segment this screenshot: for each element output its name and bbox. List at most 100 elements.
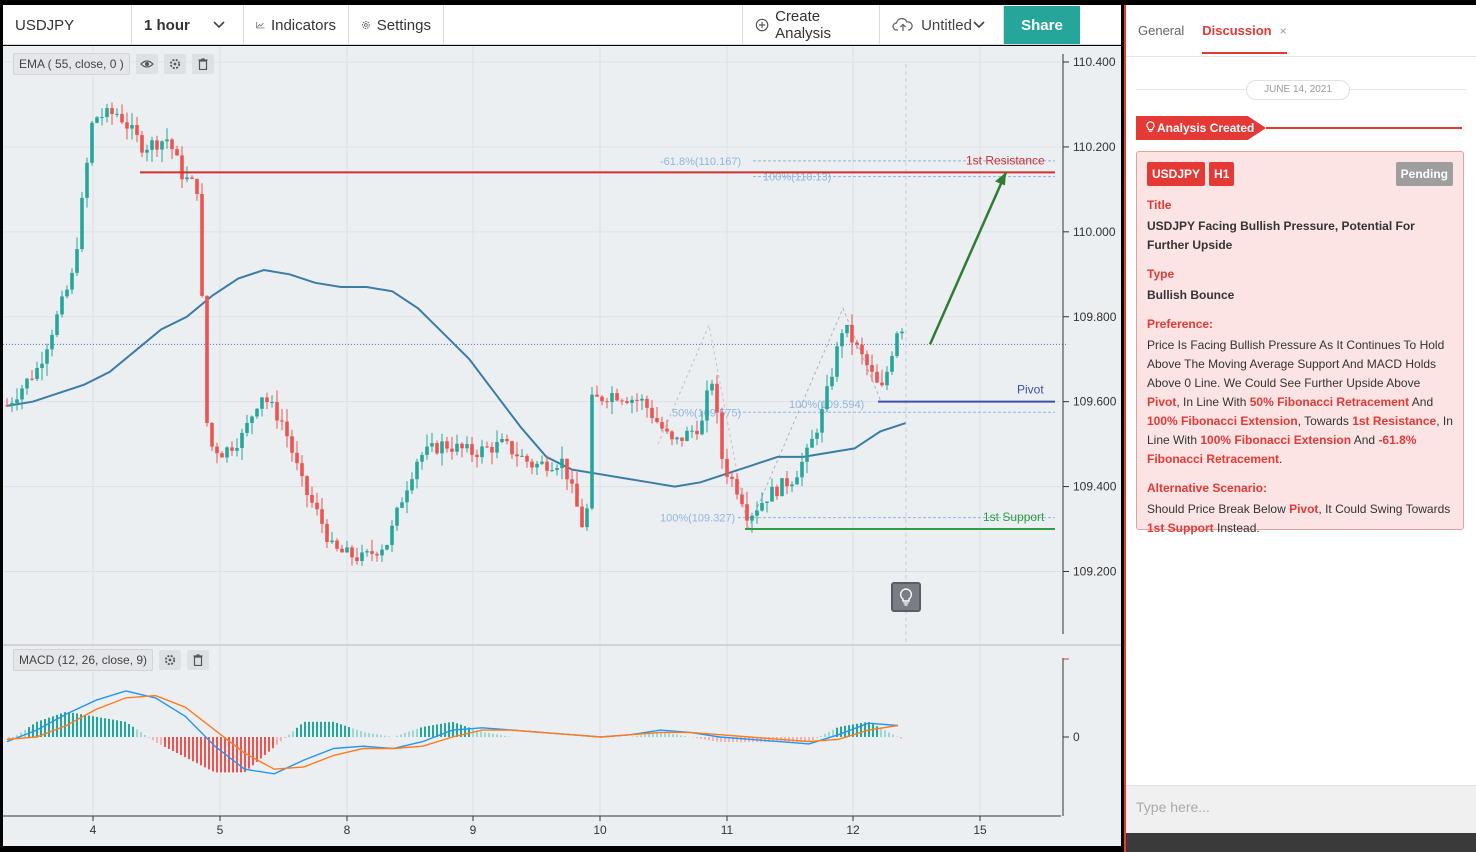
candle-body — [645, 398, 649, 408]
candle-body — [855, 342, 859, 345]
candle-body — [680, 437, 684, 441]
close-icon[interactable]: × — [1279, 24, 1287, 38]
candle-body — [335, 540, 339, 549]
gear-icon[interactable] — [159, 650, 182, 670]
candle-body — [55, 314, 59, 335]
symbol-label: USDJPY — [15, 16, 75, 34]
candle-body — [860, 344, 864, 355]
candle-body — [145, 149, 149, 153]
candle-body — [50, 334, 54, 350]
candle-body — [635, 399, 639, 401]
message-input[interactable]: Type here... — [1126, 785, 1476, 833]
title-text: USDJPY Facing Bullish Pressure, Potentia… — [1147, 219, 1415, 252]
candle-body — [330, 540, 334, 543]
panel-tabs: General Discussion × — [1126, 5, 1476, 57]
timeframe-badge: H1 — [1209, 162, 1235, 186]
interval-label: 1 hour — [144, 16, 190, 34]
untitled-label: Untitled — [921, 16, 972, 34]
alt-part: Should Price Break Below — [1147, 502, 1290, 516]
candle-body — [290, 436, 294, 453]
candle-body — [125, 122, 129, 129]
create-analysis-button[interactable]: Create Analysis — [743, 5, 880, 45]
pref-highlight: 50% Fibonacci Retracement — [1249, 395, 1410, 409]
lightbulb-button[interactable] — [891, 582, 921, 612]
symbol-selector[interactable]: USDJPY — [3, 5, 132, 45]
candle-body — [160, 141, 164, 150]
toolbar-end — [1080, 5, 1121, 45]
share-button[interactable]: Share — [1004, 6, 1080, 44]
candle-body — [485, 446, 489, 448]
candle-body — [245, 422, 249, 433]
candle-body — [455, 443, 459, 452]
candle-body — [370, 551, 374, 554]
tab-general[interactable]: General — [1138, 23, 1185, 38]
candle-body — [390, 525, 394, 545]
trash-icon[interactable] — [187, 650, 210, 670]
fib-label: -61.8%(110.167) — [660, 156, 741, 168]
gear-icon[interactable] — [163, 54, 186, 74]
candle-body — [790, 484, 794, 487]
candle-body — [520, 455, 524, 457]
candle-body — [130, 125, 134, 129]
candle-body — [25, 378, 29, 389]
candle-body — [545, 461, 549, 471]
candle-body — [900, 331, 904, 334]
chevron-down-icon — [973, 21, 985, 29]
candle-body — [85, 162, 89, 198]
price-tick-label: 110.400 — [1073, 55, 1116, 69]
candle-body — [740, 494, 744, 505]
candle-body — [355, 557, 359, 562]
toolbar-spacer — [444, 5, 743, 45]
candle-body — [760, 502, 764, 511]
candle-body — [695, 430, 699, 435]
interval-selector[interactable]: 1 hour — [132, 5, 244, 45]
candle-body — [655, 418, 659, 423]
alt-part: , It Could Swing Towards — [1318, 502, 1451, 516]
price-axis: 110.400 110.200 110.000 109.800 109.600 109.4… — [1062, 54, 1117, 634]
candle-body — [480, 446, 484, 458]
candle-body — [770, 486, 774, 502]
candle-body — [415, 461, 419, 480]
tab-discussion[interactable]: Discussion × — [1202, 7, 1287, 54]
indicators-button[interactable]: Indicators — [244, 5, 349, 45]
pref-highlight: 1st Resistance — [1352, 414, 1437, 428]
eye-icon[interactable] — [135, 54, 158, 74]
plus-circle-icon — [755, 18, 769, 32]
candle-body — [765, 501, 769, 503]
pref-part: , In Line With — [1176, 395, 1250, 409]
candle-body — [375, 553, 379, 556]
pref-highlight: 100% Fibonacci Extension — [1147, 414, 1298, 428]
price-tick-label: 109.200 — [1073, 565, 1117, 579]
candle-body — [280, 420, 284, 422]
candle-body — [205, 295, 209, 423]
pref-part: And — [1351, 433, 1379, 447]
candle-body — [430, 443, 434, 447]
candle-body — [410, 479, 414, 491]
settings-button[interactable]: Settings — [349, 5, 444, 45]
analysis-created-banner: Analysis Created — [1126, 113, 1476, 143]
candle-body — [190, 177, 194, 179]
trash-icon[interactable] — [191, 54, 214, 74]
ema-series — [6, 268, 907, 488]
price-chart[interactable]: -61.8%(110.167)100%(110.13)50%(109.575)1… — [3, 46, 1121, 846]
candle-body — [660, 422, 664, 429]
chart-area[interactable]: -61.8%(110.167)100%(110.13)50%(109.575)1… — [3, 46, 1121, 846]
candle-body — [180, 155, 184, 180]
price-tick-label: 109.600 — [1073, 395, 1117, 409]
candle-body — [100, 116, 104, 118]
layout-selector[interactable]: Untitled — [880, 5, 1004, 45]
candle-body — [810, 438, 814, 448]
candle-body — [625, 401, 629, 403]
macd-line — [6, 690, 899, 775]
candle-body — [755, 510, 759, 516]
projection-arrow — [928, 171, 1008, 345]
candle-body — [45, 349, 49, 364]
candle-body — [270, 402, 274, 404]
analysis-card: USDJPY H1 Pending Title USDJPY Facing Bu… — [1136, 151, 1464, 535]
macd-legend: MACD (12, 26, close, 9) — [13, 649, 210, 671]
candle-body — [310, 495, 314, 503]
candle-body — [505, 439, 509, 442]
candle-body — [40, 363, 44, 369]
candle-body — [210, 422, 214, 447]
candle-body — [305, 476, 309, 496]
